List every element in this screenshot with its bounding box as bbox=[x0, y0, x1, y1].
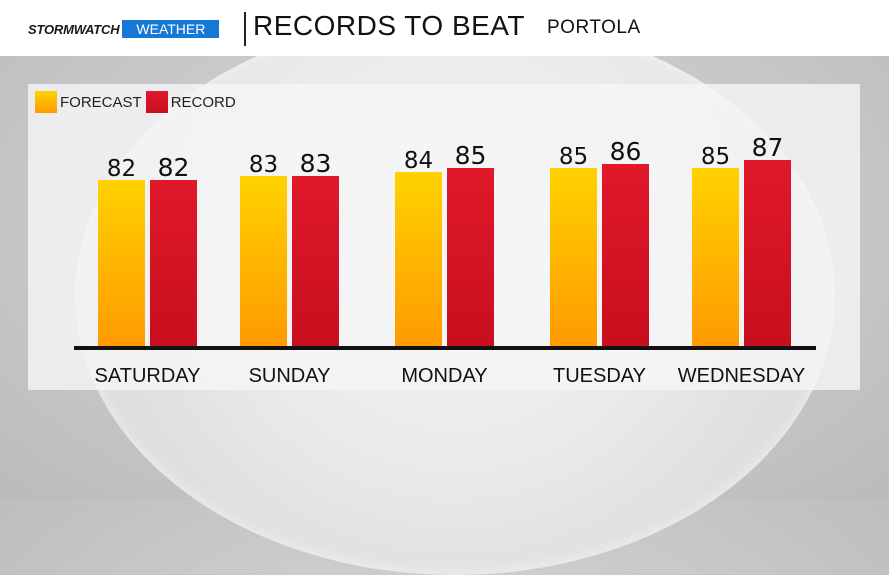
data-label-forecast-tuesday: 85 bbox=[559, 144, 588, 170]
data-label-record-tuesday: 86 bbox=[610, 137, 642, 166]
bar-record-monday bbox=[447, 168, 494, 346]
brand-storm-text: STORMWATCH bbox=[28, 21, 120, 37]
category-label-sunday: SUNDAY bbox=[249, 365, 331, 387]
category-label-tuesday: TUESDAY bbox=[553, 365, 646, 387]
bar-record-saturday bbox=[150, 180, 197, 346]
header-bar: STORMWATCH WEATHER RECORDS TO BEAT PORTO… bbox=[0, 0, 889, 56]
category-label-monday: MONDAY bbox=[401, 365, 487, 387]
location-label: PORTOLA bbox=[547, 17, 641, 38]
data-label-record-monday: 85 bbox=[455, 141, 487, 170]
data-label-record-sunday: 83 bbox=[300, 149, 332, 178]
bar-record-tuesday bbox=[602, 164, 649, 346]
category-label-wednesday: WEDNESDAY bbox=[678, 365, 805, 387]
data-label-record-wednesday: 87 bbox=[752, 133, 784, 162]
legend-label-record: RECORD bbox=[170, 93, 236, 111]
data-label-forecast-monday: 84 bbox=[404, 148, 433, 174]
legend-swatch-record bbox=[145, 91, 168, 113]
data-label-record-saturday: 82 bbox=[158, 153, 190, 182]
bar-record-wednesday bbox=[744, 160, 791, 346]
bar-forecast-monday bbox=[395, 172, 442, 346]
page-title: RECORDS TO BEAT bbox=[253, 10, 525, 41]
brand-weather-badge: WEATHER bbox=[122, 20, 220, 38]
legend-label-forecast: FORECAST bbox=[60, 93, 142, 111]
bar-record-sunday bbox=[292, 176, 339, 346]
bar-forecast-sunday bbox=[240, 176, 287, 346]
legend-swatch-forecast bbox=[35, 91, 57, 113]
x-axis-baseline bbox=[74, 346, 816, 350]
bar-forecast-saturday bbox=[98, 180, 145, 346]
chart-legend: FORECAST RECORD bbox=[35, 90, 240, 114]
bar-forecast-tuesday bbox=[550, 168, 597, 346]
data-label-forecast-saturday: 82 bbox=[107, 156, 136, 182]
header-divider bbox=[244, 12, 246, 46]
bar-forecast-wednesday bbox=[692, 168, 739, 346]
category-label-saturday: SATURDAY bbox=[95, 365, 201, 387]
brand-logo: STORMWATCH WEATHER bbox=[28, 20, 220, 38]
data-label-forecast-sunday: 83 bbox=[249, 152, 278, 178]
bar-chart: 82 82 SATURDAY 83 83 SUNDAY 84 85 MONDAY 85 86 TUES… bbox=[74, 133, 816, 387]
data-label-forecast-wednesday: 85 bbox=[701, 144, 730, 170]
